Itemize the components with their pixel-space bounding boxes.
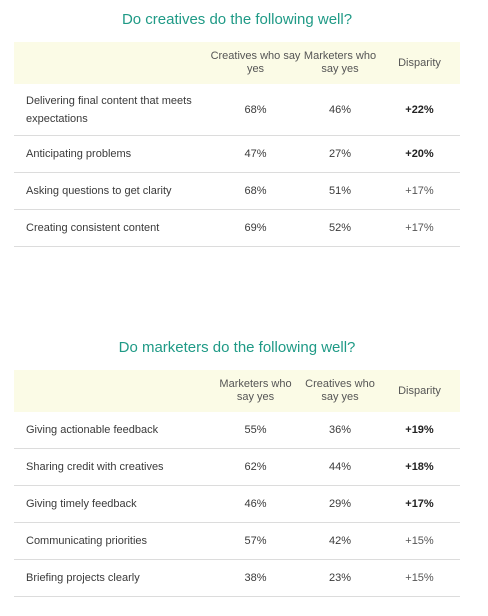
creatives-survey-section: Do creatives do the following well? Crea… [14, 8, 460, 247]
row-disparity: +17% [405, 222, 434, 234]
row-label: Delivering final content that meets expe… [26, 94, 192, 125]
row-value-1: 62% [244, 461, 267, 473]
row-disparity: +15% [405, 535, 434, 547]
row-disparity: +22% [405, 103, 434, 116]
section-title: Do marketers do the following well? [118, 339, 356, 356]
row-value-2: 29% [328, 498, 352, 510]
table-row: Anticipating problems 47% 27% +20% [14, 136, 460, 173]
row-label: Sharing credit with creatives [26, 461, 164, 473]
row-value-2: 44% [328, 461, 352, 473]
row-label: Giving timely feedback [26, 498, 137, 510]
row-label: Creating consistent content [26, 222, 160, 234]
row-value-2: 36% [328, 424, 352, 436]
table-row: Communicating priorities 57% 42% +15% [14, 523, 460, 560]
row-value-1: 68% [244, 185, 267, 197]
row-disparity: +15% [405, 572, 434, 584]
table-row: Delivering final content that meets expe… [14, 84, 460, 136]
header-col-1: Creatives who say yes [210, 50, 301, 75]
section-title: Do creatives do the following well? [121, 11, 353, 28]
row-value-1: 46% [244, 498, 267, 510]
header-col-1: Marketers who say yes [219, 378, 292, 403]
row-value-1: 69% [244, 222, 267, 234]
marketers-survey-section: Do marketers do the following well? Mark… [14, 336, 460, 597]
table-row: Asking questions to get clarity 68% 51% … [14, 173, 460, 210]
header-col-2: Creatives who say yes [305, 378, 375, 403]
row-value-1: 57% [244, 535, 267, 547]
row-value-1: 68% [244, 103, 267, 116]
row-disparity: +20% [405, 148, 434, 160]
row-label: Asking questions to get clarity [26, 185, 172, 197]
row-value-2: 46% [328, 103, 352, 116]
row-value-2: 42% [328, 535, 352, 547]
row-value-1: 47% [244, 148, 267, 160]
row-label: Giving actionable feedback [26, 424, 159, 436]
row-value-2: 23% [328, 572, 352, 584]
table-row: Briefing projects clearly 38% 23% +15% [14, 560, 460, 597]
header-col-disparity: Disparity [398, 56, 441, 69]
row-disparity: +17% [405, 185, 434, 197]
table-header: Creatives who say yes Marketers who say … [14, 42, 460, 84]
header-col-2: Marketers who say yes [303, 50, 377, 75]
row-label: Anticipating problems [26, 148, 132, 160]
header-col-disparity: Disparity [398, 384, 441, 397]
row-disparity: +18% [405, 461, 434, 473]
row-value-2: 51% [328, 185, 352, 197]
row-value-1: 55% [244, 424, 267, 436]
row-disparity: +17% [405, 498, 434, 510]
row-value-2: 27% [328, 148, 352, 160]
table-row: Giving actionable feedback 55% 36% +19% [14, 412, 460, 449]
row-value-1: 38% [244, 572, 267, 584]
table-header: Marketers who say yes Creatives who say … [14, 370, 460, 412]
row-disparity: +19% [405, 424, 434, 436]
row-label: Communicating priorities [26, 535, 148, 547]
table-row: Sharing credit with creatives 62% 44% +1… [14, 449, 460, 486]
row-label: Briefing projects clearly [26, 572, 140, 584]
table-row: Giving timely feedback 46% 29% +17% [14, 486, 460, 523]
table-row: Creating consistent content 69% 52% +17% [14, 210, 460, 247]
row-value-2: 52% [328, 222, 352, 234]
